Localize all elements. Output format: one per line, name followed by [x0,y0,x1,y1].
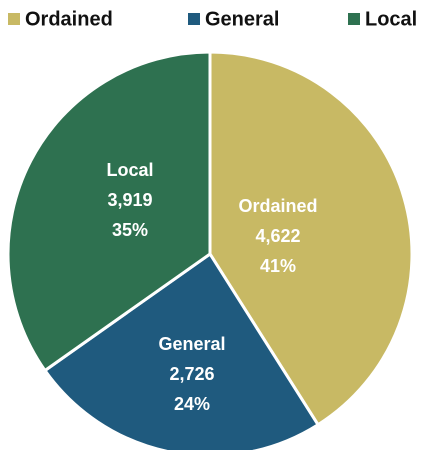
slice-category: Ordained [238,196,317,216]
slice-category: General [158,334,225,354]
slice-value: 3,919 [107,190,152,210]
pie-slice [43,252,320,450]
slice-value: 2,726 [169,364,214,384]
legend-label: Local [365,8,417,30]
legend-swatch [8,13,20,25]
legend-label: General [205,8,279,30]
slice-category: Local [106,160,153,180]
pie-slice [6,50,212,372]
legend-swatch [348,13,360,25]
slice-percent: 41% [260,256,296,276]
legend-label: Ordained [25,8,113,30]
slice-value: 4,622 [255,226,300,246]
legend-swatch [188,13,200,25]
slice-percent: 24% [174,394,210,414]
slice-percent: 35% [112,220,148,240]
